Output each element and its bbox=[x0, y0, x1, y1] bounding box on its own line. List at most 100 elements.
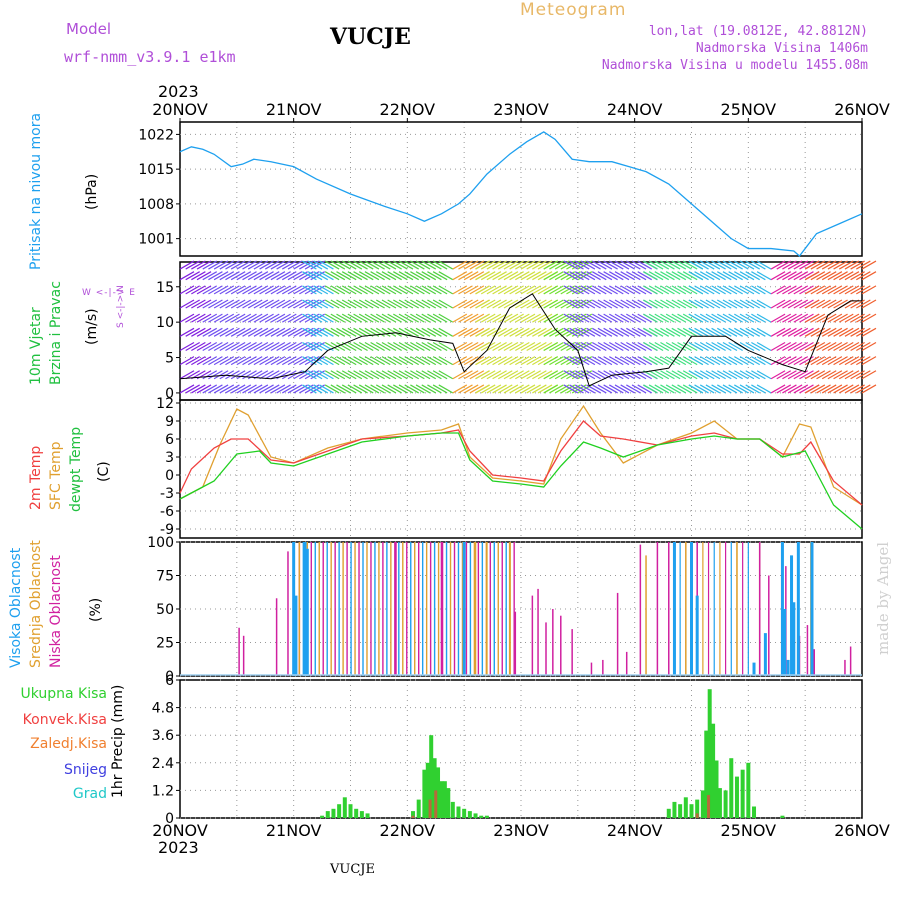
wind-barb bbox=[537, 384, 553, 394]
wind-barb bbox=[637, 299, 653, 309]
wind-barb bbox=[358, 370, 374, 380]
wind-barb bbox=[603, 356, 618, 366]
wind-barb bbox=[307, 271, 323, 281]
wind-barb bbox=[236, 260, 252, 270]
coords-text: lon,lat (19.0812E, 42.8812N) bbox=[648, 24, 868, 39]
wind-barb bbox=[850, 370, 865, 380]
wind-barb bbox=[728, 384, 743, 394]
wind-barb bbox=[699, 285, 715, 295]
wind-barb bbox=[492, 341, 507, 351]
wind-barb bbox=[563, 285, 579, 295]
wind-barb bbox=[503, 356, 519, 366]
wind-barb bbox=[225, 260, 240, 270]
wind-barb bbox=[247, 260, 263, 270]
wind-barb bbox=[688, 370, 704, 380]
wind-barb bbox=[427, 327, 442, 337]
wind-barb bbox=[591, 313, 607, 323]
wind-barb bbox=[324, 356, 340, 366]
wind-barb bbox=[603, 327, 618, 337]
wind-barb bbox=[665, 271, 681, 281]
wind-barb bbox=[699, 341, 715, 351]
wind-barb bbox=[225, 356, 240, 366]
wind-barb bbox=[469, 384, 485, 394]
precip-bar bbox=[354, 808, 359, 818]
wind-barb bbox=[347, 356, 363, 366]
wind-barb bbox=[637, 341, 653, 351]
wind-barb bbox=[620, 356, 635, 366]
wind-barb bbox=[603, 285, 618, 295]
wind-barb bbox=[208, 356, 223, 366]
wind-barb bbox=[219, 356, 235, 366]
precip-bar bbox=[429, 735, 434, 818]
wind-barb bbox=[375, 356, 391, 366]
wind-barb bbox=[364, 384, 380, 394]
wind-barb bbox=[722, 370, 738, 380]
wind-barb bbox=[711, 271, 726, 281]
wind-barb bbox=[580, 313, 596, 323]
wind-barb bbox=[770, 260, 786, 270]
precip-bar bbox=[365, 813, 370, 818]
wind-barb bbox=[782, 285, 797, 295]
wind-barb bbox=[463, 384, 479, 394]
wind-barb bbox=[503, 285, 519, 295]
wind-barb bbox=[810, 271, 826, 281]
wind-barb bbox=[699, 327, 715, 337]
wind-barb bbox=[421, 260, 437, 270]
conv-precip-bar bbox=[434, 790, 438, 818]
wind-barb bbox=[219, 327, 235, 337]
wind-barb bbox=[313, 356, 329, 366]
wind-barb bbox=[787, 313, 803, 323]
wind-barb bbox=[591, 384, 607, 394]
wind-barb bbox=[705, 271, 721, 281]
wind-barb bbox=[313, 327, 329, 337]
wind-barb bbox=[643, 313, 658, 323]
wind-barb bbox=[276, 299, 291, 309]
wind-barb bbox=[287, 299, 303, 309]
wind-barb bbox=[643, 341, 658, 351]
wind-barb bbox=[756, 370, 772, 380]
wind-barb bbox=[810, 341, 826, 351]
wind-barb bbox=[838, 356, 854, 366]
wind-barb bbox=[844, 356, 860, 366]
wind-barb bbox=[756, 327, 772, 337]
wind-barb bbox=[336, 341, 351, 351]
wind-barb bbox=[549, 384, 564, 394]
wind-barb bbox=[307, 327, 323, 337]
wind-barb bbox=[716, 384, 732, 394]
precip-bar bbox=[467, 811, 472, 818]
wind-barb bbox=[856, 285, 871, 295]
wind-barb bbox=[225, 384, 240, 394]
wind-barb bbox=[475, 327, 490, 337]
wind-barb bbox=[370, 285, 385, 295]
precip-bar bbox=[780, 815, 785, 818]
wind-barb bbox=[682, 271, 698, 281]
wind-barb bbox=[586, 313, 601, 323]
wind-barb bbox=[671, 271, 687, 281]
wind-barb bbox=[631, 327, 647, 337]
wind-barb bbox=[213, 356, 229, 366]
wind-barb bbox=[861, 299, 877, 309]
wind-barb bbox=[179, 299, 195, 309]
wind-barb bbox=[586, 370, 601, 380]
wind-barb bbox=[492, 299, 507, 309]
y-tick-label: 1008 bbox=[138, 197, 174, 213]
wind-barb bbox=[370, 341, 385, 351]
wind-barb bbox=[787, 356, 803, 366]
wind-barb bbox=[276, 260, 291, 270]
wind-barb bbox=[393, 341, 408, 351]
wind-barb bbox=[793, 384, 809, 394]
wind-barb bbox=[591, 299, 607, 309]
wind-barb bbox=[745, 370, 760, 380]
wind-barb bbox=[242, 370, 257, 380]
wind-barb bbox=[503, 313, 519, 323]
wind-barb bbox=[219, 313, 235, 323]
wind-barb bbox=[230, 313, 246, 323]
wind-barb bbox=[398, 285, 414, 295]
wind-barb bbox=[463, 260, 479, 270]
wind-barb bbox=[475, 313, 490, 323]
wind-barb bbox=[827, 299, 843, 309]
wind-barb bbox=[850, 271, 865, 281]
model-name: wrf-nmm_v3.9.1 e1km bbox=[64, 48, 236, 66]
wind-barb bbox=[486, 271, 502, 281]
wind-barb bbox=[432, 384, 448, 394]
